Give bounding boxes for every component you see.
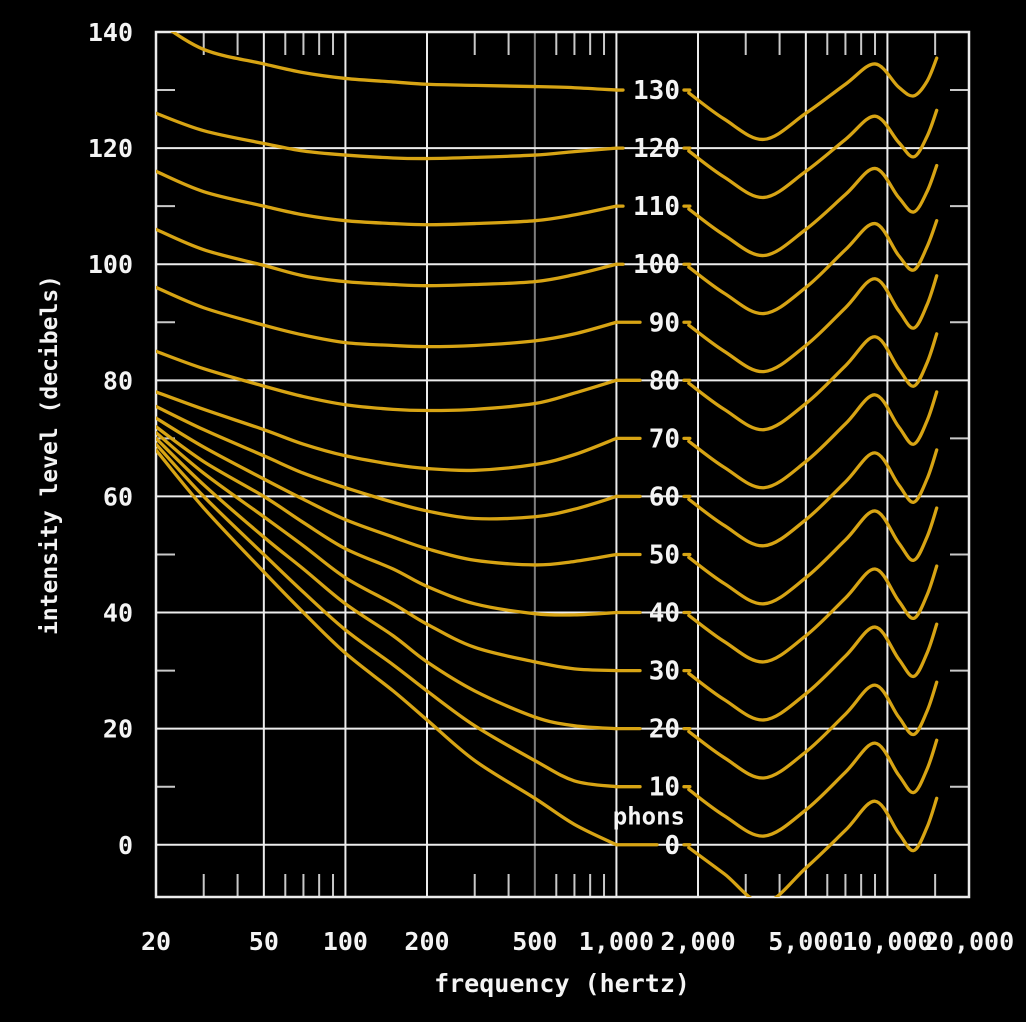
curve-90-phon [156, 274, 939, 374]
phon-curve-label-130: 130 [633, 76, 680, 106]
phon-curve-label-0: 0 [664, 831, 680, 861]
x-tick-label-50: 50 [249, 927, 279, 956]
phon-curve-label-120: 120 [633, 134, 680, 164]
phon-curve-label-40: 40 [649, 599, 680, 629]
y-tick-label-100: 100 [88, 250, 133, 279]
phon-curve-label-100: 100 [633, 250, 680, 280]
curve-120-phon [156, 108, 939, 200]
curve-50-phon [156, 416, 939, 606]
x-tick-label-2000: 2,000 [660, 927, 735, 956]
grid [156, 32, 969, 897]
x-tick-label-20000: 20,000 [924, 927, 1014, 956]
y-tick-label-140: 140 [88, 18, 133, 47]
x-tick-label-200: 200 [404, 927, 449, 956]
phon-curve-label-110: 110 [633, 192, 680, 222]
curve-80-phon [156, 332, 939, 432]
y-tick-label-80: 80 [103, 366, 133, 395]
phon-curve-label-60: 60 [649, 482, 680, 512]
phon-curve-label-50: 50 [649, 540, 680, 570]
minor-ticks [157, 33, 968, 896]
curve-30-phon [156, 430, 939, 722]
curve-20-phon [156, 436, 939, 780]
phon-curves [156, 32, 939, 897]
labels: 0 10 20 30 40 50 60 70 80 90 100 110 120 130 phons 20 50… [37, 18, 1014, 998]
y-tick-label-0: 0 [118, 831, 133, 860]
phon-curve-label-10: 10 [649, 773, 680, 803]
phons-units-label: phons [613, 803, 685, 831]
phon-curve-label-90: 90 [649, 308, 680, 338]
phon-curve-label-20: 20 [649, 715, 680, 745]
curve-0-phon [156, 448, 939, 897]
curve-40-phon [156, 425, 939, 664]
y-axis-title: intensity level (decibels) [37, 275, 63, 635]
curve-10-phon [156, 442, 939, 838]
phon-curve-label-80: 80 [649, 366, 680, 396]
x-tick-label-20: 20 [141, 927, 171, 956]
y-tick-label-20: 20 [103, 715, 133, 744]
x-tick-label-100: 100 [323, 927, 368, 956]
plot-frame [154, 30, 971, 899]
y-tick-label-40: 40 [103, 599, 133, 628]
x-tick-label-500: 500 [512, 927, 557, 956]
curve-60-phon [156, 404, 939, 548]
curve-110-phon [156, 163, 939, 258]
phon-curve-label-70: 70 [649, 424, 680, 454]
phon-curve-label-30: 30 [649, 657, 680, 687]
curve-130-phon [170, 32, 939, 142]
x-axis-title: frequency (hertz) [434, 969, 690, 998]
curve-100-phon [156, 219, 939, 316]
y-tick-label-120: 120 [88, 134, 133, 163]
y-tick-label-60: 60 [103, 482, 133, 511]
x-tick-label-10000: 10,000 [842, 927, 932, 956]
curve-70-phon [156, 390, 939, 490]
x-tick-label-5000: 5,000 [768, 927, 843, 956]
x-tick-label-1000: 1,000 [579, 927, 654, 956]
